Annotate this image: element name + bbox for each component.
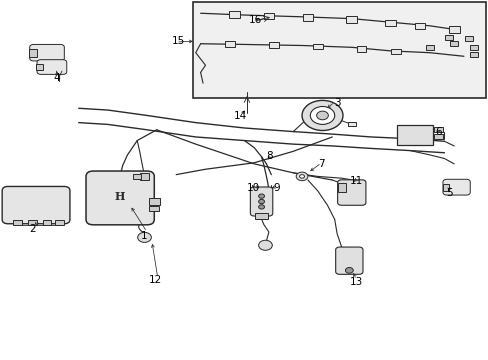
Bar bbox=[433, 127, 442, 132]
Text: 10: 10 bbox=[246, 183, 259, 193]
Bar bbox=[464, 36, 472, 41]
FancyBboxPatch shape bbox=[30, 44, 64, 61]
Text: 7: 7 bbox=[318, 159, 324, 169]
FancyBboxPatch shape bbox=[335, 247, 362, 274]
Circle shape bbox=[310, 107, 334, 125]
Bar bbox=[229, 11, 240, 18]
Text: 2: 2 bbox=[29, 225, 36, 234]
Bar bbox=[149, 206, 159, 211]
Bar bbox=[356, 46, 366, 51]
Bar bbox=[445, 35, 452, 40]
Text: 9: 9 bbox=[273, 183, 280, 193]
Bar bbox=[442, 184, 448, 191]
Text: 14: 14 bbox=[233, 111, 247, 121]
Bar bbox=[414, 23, 425, 29]
Circle shape bbox=[299, 175, 304, 178]
Text: 16: 16 bbox=[248, 15, 261, 26]
FancyBboxPatch shape bbox=[442, 179, 469, 195]
Circle shape bbox=[345, 267, 352, 273]
Text: 15: 15 bbox=[172, 36, 185, 46]
Bar bbox=[433, 134, 442, 139]
Bar bbox=[396, 125, 432, 145]
Text: 1: 1 bbox=[141, 231, 147, 240]
Bar bbox=[140, 173, 149, 180]
Text: 12: 12 bbox=[149, 275, 162, 285]
Bar bbox=[390, 49, 400, 54]
Text: 13: 13 bbox=[349, 277, 363, 287]
Bar bbox=[385, 20, 395, 26]
Circle shape bbox=[302, 100, 342, 131]
Text: 8: 8 bbox=[266, 150, 273, 161]
Bar bbox=[469, 52, 477, 57]
Circle shape bbox=[138, 232, 151, 242]
Bar bbox=[425, 45, 433, 50]
Bar bbox=[268, 42, 278, 48]
Bar bbox=[469, 45, 477, 50]
FancyBboxPatch shape bbox=[337, 180, 365, 205]
Bar bbox=[193, 3, 485, 98]
Bar bbox=[224, 41, 234, 47]
Bar bbox=[42, 220, 51, 225]
Bar bbox=[263, 13, 274, 19]
Bar bbox=[347, 122, 355, 126]
Bar bbox=[449, 41, 457, 46]
Circle shape bbox=[258, 205, 264, 209]
Bar bbox=[255, 213, 267, 219]
FancyBboxPatch shape bbox=[250, 187, 272, 216]
Bar bbox=[346, 16, 356, 23]
Circle shape bbox=[258, 240, 272, 250]
Text: 6: 6 bbox=[434, 127, 441, 136]
Bar bbox=[302, 14, 313, 21]
FancyBboxPatch shape bbox=[86, 171, 154, 225]
Bar bbox=[29, 49, 37, 57]
Circle shape bbox=[296, 172, 307, 181]
Circle shape bbox=[258, 194, 264, 198]
Bar bbox=[312, 44, 322, 49]
Bar bbox=[28, 220, 37, 225]
FancyBboxPatch shape bbox=[37, 60, 67, 75]
Text: 4: 4 bbox=[53, 73, 60, 83]
Circle shape bbox=[316, 111, 328, 120]
FancyBboxPatch shape bbox=[2, 186, 70, 224]
Bar bbox=[36, 64, 43, 70]
Bar bbox=[149, 198, 159, 205]
Text: H: H bbox=[115, 191, 125, 202]
Bar bbox=[55, 220, 63, 225]
Bar bbox=[338, 183, 345, 192]
Circle shape bbox=[258, 199, 264, 204]
Text: 5: 5 bbox=[445, 188, 452, 198]
Bar bbox=[13, 220, 22, 225]
Bar bbox=[133, 174, 141, 179]
Bar bbox=[448, 26, 459, 33]
Text: 3: 3 bbox=[333, 98, 340, 108]
Text: 11: 11 bbox=[349, 176, 363, 186]
